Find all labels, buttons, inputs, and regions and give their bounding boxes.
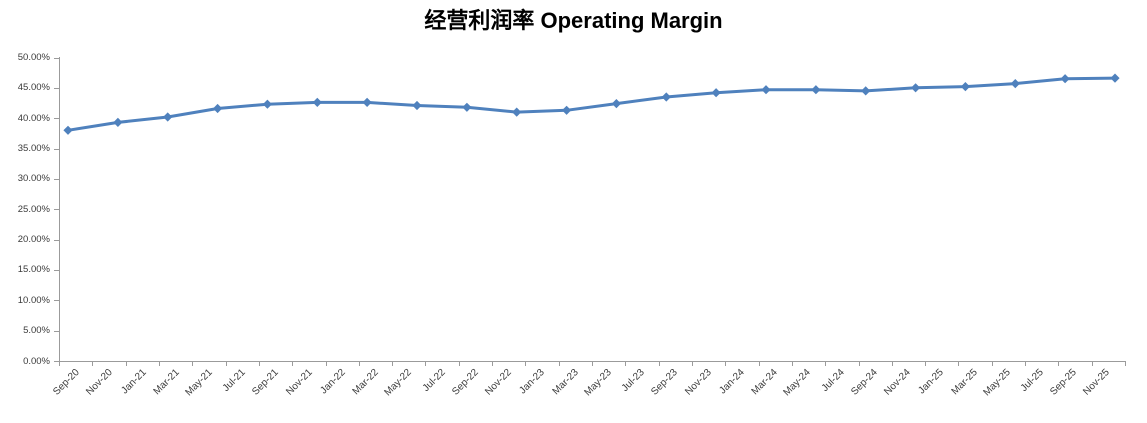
x-axis-tick [492, 361, 494, 366]
x-axis-tick [125, 361, 127, 366]
data-point-markers [63, 73, 1120, 135]
x-axis-tick [525, 361, 527, 366]
x-axis-tick [791, 361, 793, 366]
y-axis-tick [54, 270, 60, 271]
x-axis-label: Sep-22 [450, 367, 481, 398]
x-axis-tick [1058, 361, 1060, 366]
y-axis-label: 30.00% [17, 173, 50, 185]
x-axis-label: Jan-25 [916, 367, 946, 397]
x-axis-tick [691, 361, 693, 366]
y-axis-label: 20.00% [17, 234, 50, 246]
x-axis-label: Jul-24 [819, 367, 847, 395]
x-axis-label: Jan-21 [118, 367, 149, 397]
y-axis-tick [54, 361, 60, 362]
x-axis-tick [59, 361, 60, 366]
x-axis-tick [825, 361, 827, 366]
x-axis-tick [358, 361, 360, 366]
x-axis-tick [891, 361, 893, 366]
y-axis-tick [54, 88, 60, 89]
series-line [66, 76, 1117, 132]
y-axis-tick [54, 118, 60, 119]
x-axis-tick [558, 361, 560, 366]
x-axis-label: Nov-23 [682, 367, 714, 398]
y-axis-tick [54, 149, 60, 150]
x-axis-tick [292, 361, 294, 366]
x-axis-tick [991, 361, 993, 366]
x-axis-tick [425, 361, 427, 366]
y-axis-tick [54, 300, 60, 301]
y-axis-tick [54, 179, 60, 180]
x-axis-label: Nov-24 [882, 367, 913, 398]
x-axis-label: Mar-24 [749, 367, 780, 398]
x-axis-tick [1091, 361, 1093, 366]
chart-title: 经营利润率 Operating Margin [424, 8, 723, 33]
x-axis-label: Jan-22 [318, 367, 348, 397]
x-axis-label: Sep-24 [848, 367, 880, 398]
x-axis-label: Jul-23 [619, 367, 647, 395]
y-axis-tick [54, 331, 60, 332]
x-axis-tick [1025, 361, 1027, 366]
y-axis-label: 15.00% [17, 264, 50, 276]
x-axis-label: Jul-21 [220, 367, 248, 395]
y-axis-label: 5.00% [23, 325, 50, 337]
x-axis-tick [158, 361, 160, 366]
x-axis-tick [758, 361, 760, 366]
y-axis-tick [54, 240, 60, 241]
y-axis-label: 25.00% [17, 203, 50, 215]
x-axis-label: Sep-21 [250, 367, 282, 398]
y-axis-tick [54, 209, 60, 210]
x-axis-label: Jul-25 [1018, 367, 1046, 395]
y-axis-label: 0.00% [23, 355, 50, 367]
x-axis-tick [958, 361, 960, 366]
x-axis-label: May-24 [781, 367, 814, 399]
x-axis-tick [658, 361, 660, 366]
x-axis-tick [592, 361, 593, 366]
x-axis-label: Mar-22 [350, 367, 381, 398]
x-axis-tick [392, 361, 394, 366]
x-axis-label: Jul-22 [420, 367, 448, 395]
x-axis-tick [725, 361, 727, 366]
x-axis-tick [625, 361, 627, 366]
x-axis-tick [92, 361, 94, 366]
x-axis-label: Mar-21 [151, 367, 182, 398]
x-axis-tick [1125, 361, 1126, 366]
x-axis-label: Sep-23 [649, 367, 681, 398]
y-axis-label: 45.00% [17, 82, 50, 94]
x-axis-tick [258, 361, 260, 366]
x-axis-label: May-21 [183, 367, 215, 399]
y-axis-label: 50.00% [17, 52, 50, 63]
x-axis-label: Nov-21 [283, 367, 315, 398]
x-axis-label: Jan-24 [717, 367, 747, 397]
x-axis-label: Sep-20 [51, 367, 82, 398]
x-axis-label: May-25 [981, 367, 1013, 399]
x-axis-label: Nov-22 [483, 367, 514, 398]
x-axis-label: May-22 [382, 367, 415, 399]
x-axis-tick [225, 361, 227, 366]
x-axis-label: Nov-25 [1081, 367, 1113, 398]
y-axis-label: 40.00% [17, 112, 50, 124]
x-axis-tick [458, 361, 460, 366]
y-axis-tick [54, 58, 60, 59]
x-axis-tick [925, 361, 927, 366]
x-axis-label: Nov-20 [84, 367, 115, 398]
x-axis-label: Mar-23 [550, 367, 581, 398]
x-axis-label: Sep-25 [1048, 367, 1079, 398]
x-axis-tick [858, 361, 860, 366]
x-axis-label: May-23 [582, 367, 614, 399]
y-axis-label: 10.00% [17, 294, 50, 306]
y-axis-label: 35.00% [17, 143, 50, 155]
x-axis-label: Mar-25 [949, 367, 980, 398]
x-axis-tick [325, 361, 327, 366]
x-axis-label: Jan-23 [517, 367, 548, 397]
x-axis-tick [192, 361, 194, 366]
